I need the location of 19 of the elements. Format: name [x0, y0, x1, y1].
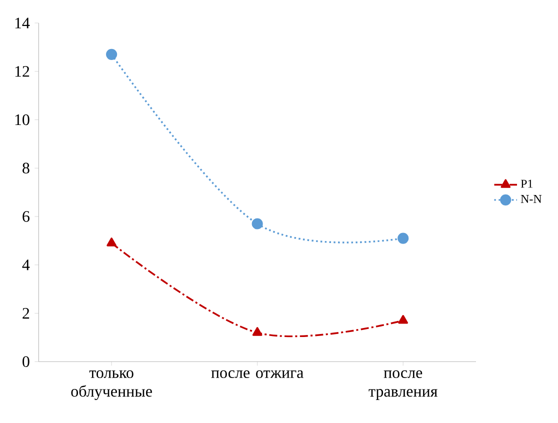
legend-label: N-N	[520, 195, 542, 203]
y-tick-label: 0	[22, 356, 30, 368]
x-tick-label: после отжига	[211, 370, 304, 378]
x-tick-label: только облученные	[71, 370, 152, 400]
point	[398, 232, 409, 244]
point	[252, 218, 263, 230]
point	[252, 327, 262, 336]
y-tick-label: 2	[22, 308, 30, 319]
point	[106, 238, 116, 246]
y-tick-label: 4	[22, 260, 30, 270]
y-tick-label: 12	[15, 66, 30, 77]
y-tick-label: 14	[15, 18, 30, 28]
y-tick-label: 10	[15, 114, 30, 126]
y-tick-label: 8	[22, 162, 30, 174]
x-tick-label: после травления	[368, 370, 438, 400]
y-tick-label: 6	[22, 211, 30, 222]
legend-label: P1	[520, 180, 533, 188]
point	[398, 314, 408, 324]
point	[106, 48, 118, 60]
